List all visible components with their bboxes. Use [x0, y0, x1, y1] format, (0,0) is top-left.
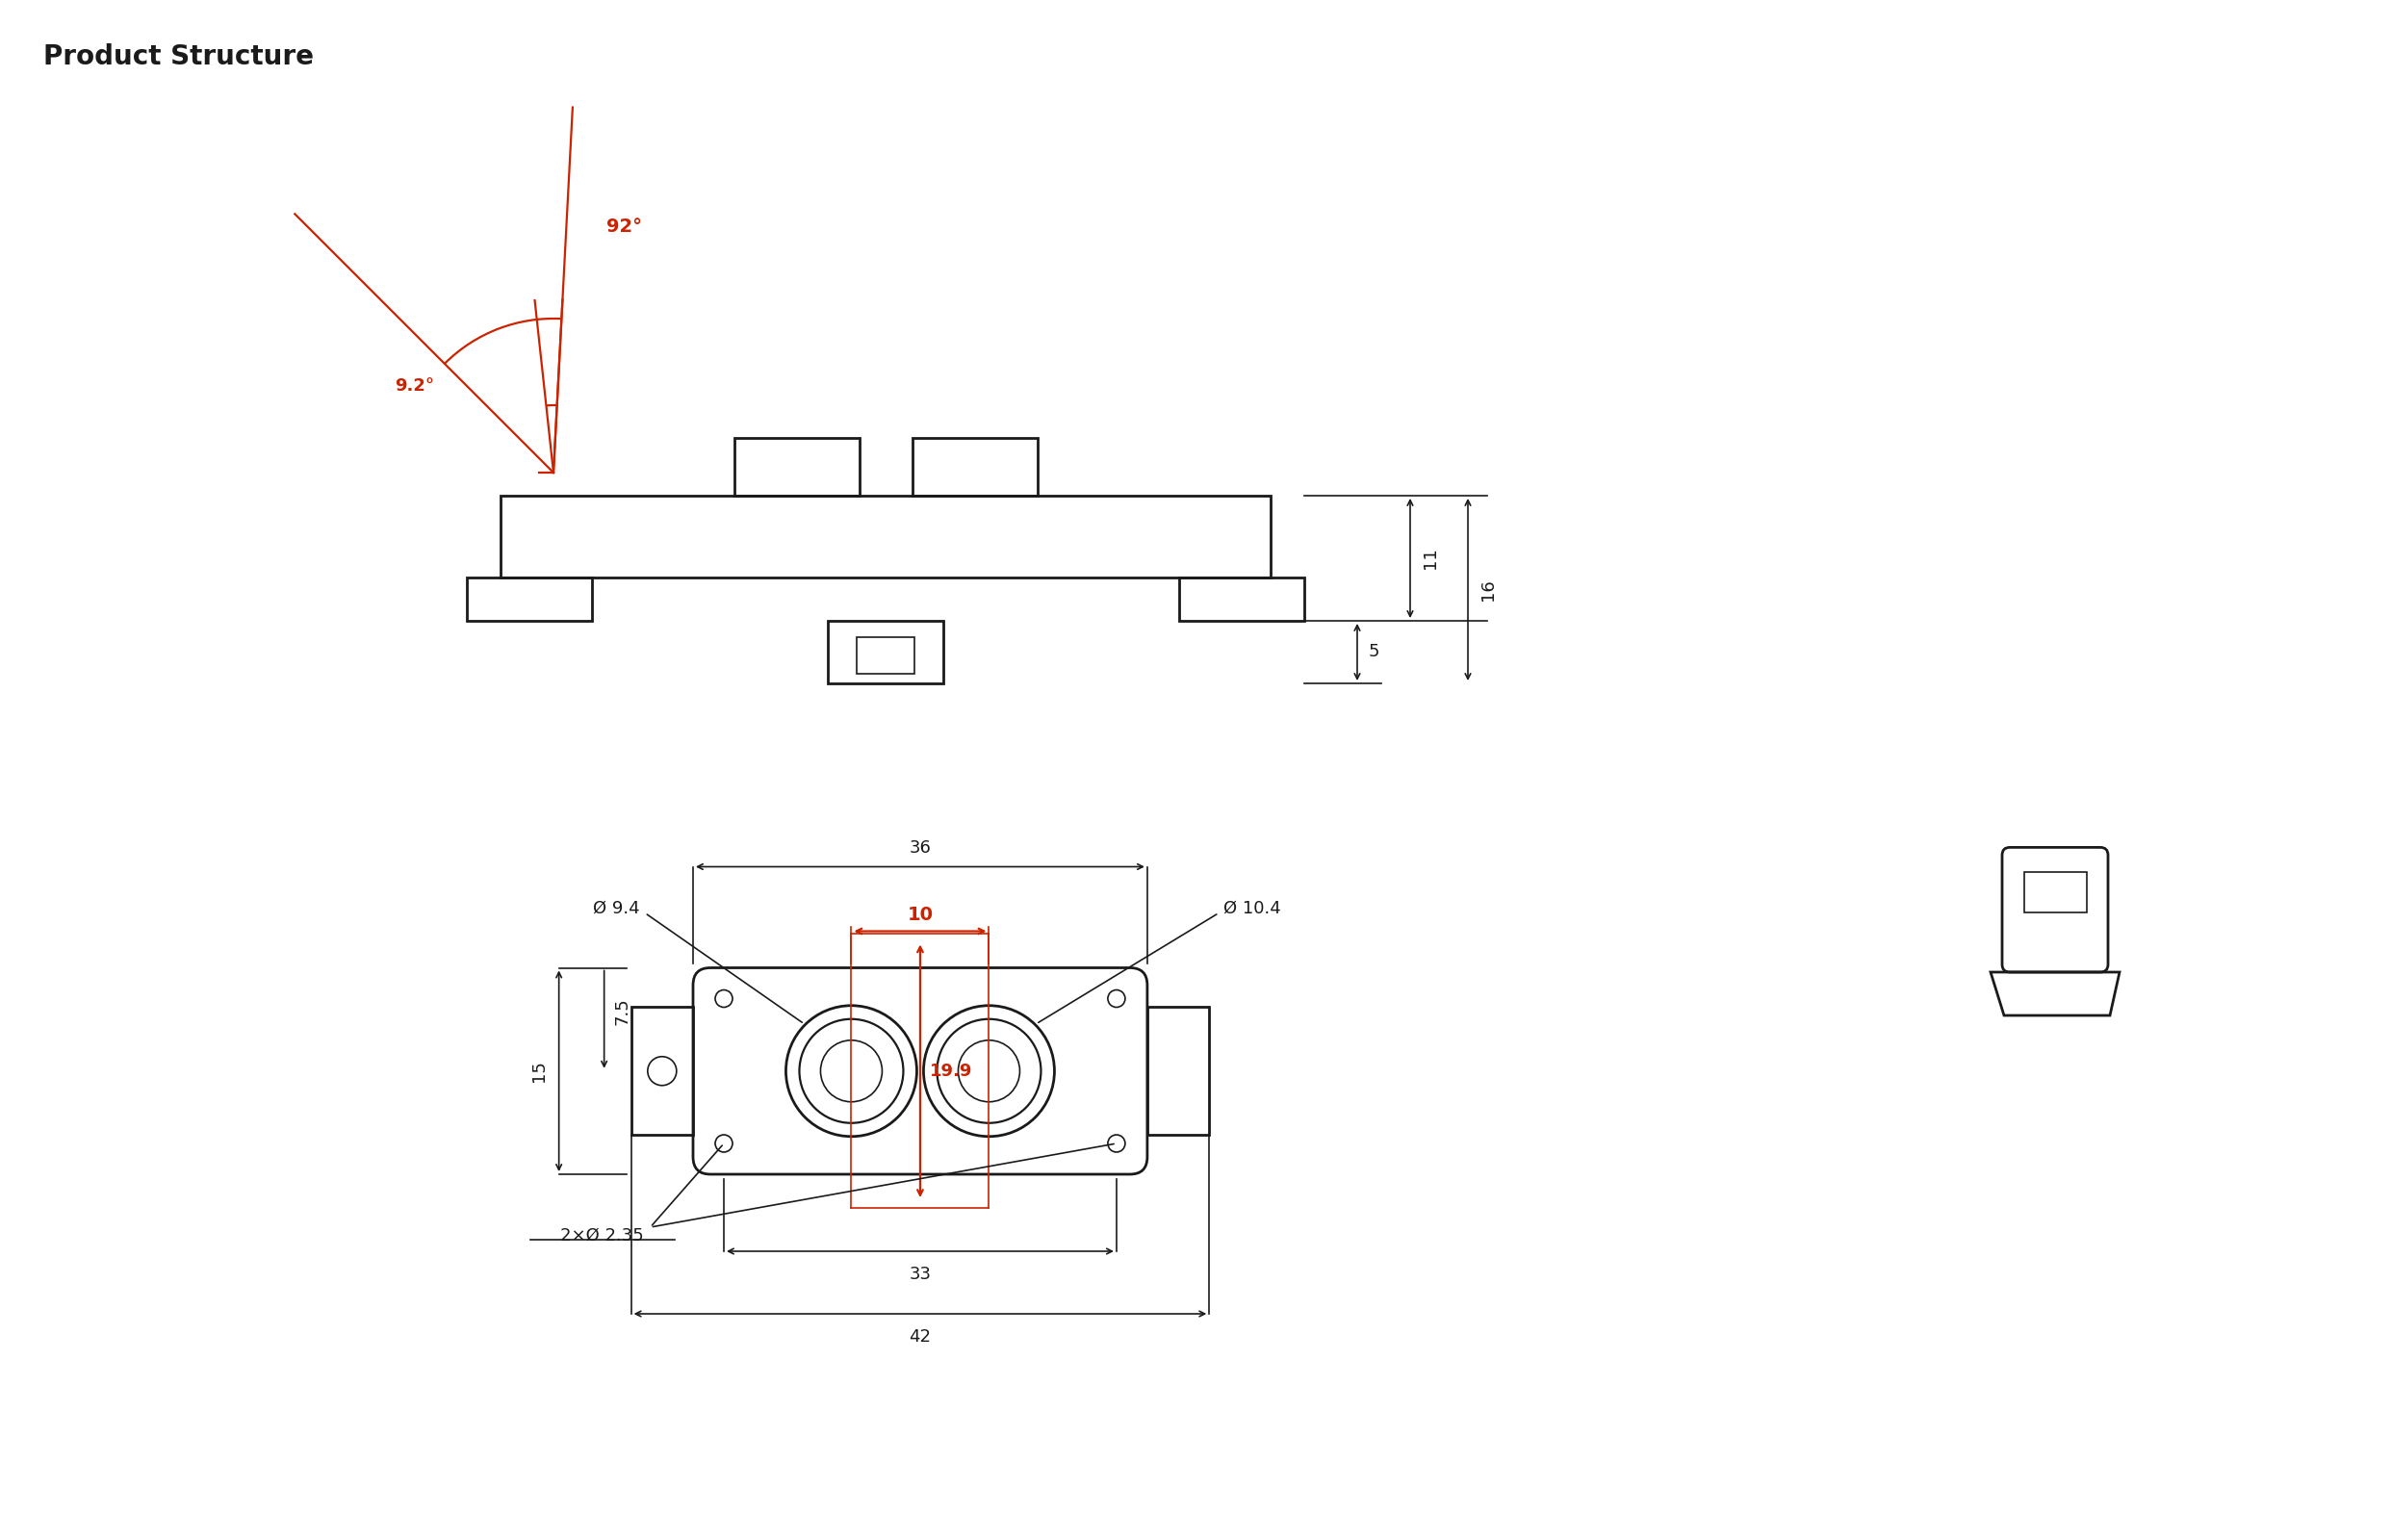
Text: 7.5: 7.5	[614, 998, 631, 1026]
Bar	[2023, 872, 2087, 912]
Text: 42: 42	[909, 1327, 930, 1346]
Text: 36: 36	[909, 839, 930, 858]
Text: 9.2°: 9.2°	[395, 377, 435, 394]
Text: 10: 10	[906, 906, 932, 924]
Text: Ø 10.4: Ø 10.4	[1224, 899, 1282, 916]
Text: 33: 33	[909, 1266, 930, 1283]
Text: Ø 9.4: Ø 9.4	[593, 899, 641, 916]
Text: 5: 5	[1368, 644, 1380, 661]
Text: 16: 16	[1480, 579, 1497, 601]
Text: 2×Ø 2.35: 2×Ø 2.35	[559, 1227, 643, 1244]
Text: 15: 15	[531, 1060, 548, 1083]
Text: Product Structure: Product Structure	[43, 43, 313, 71]
Text: 11: 11	[1423, 547, 1439, 570]
Text: 92°: 92°	[607, 217, 643, 236]
Text: 19.9: 19.9	[930, 1063, 973, 1080]
